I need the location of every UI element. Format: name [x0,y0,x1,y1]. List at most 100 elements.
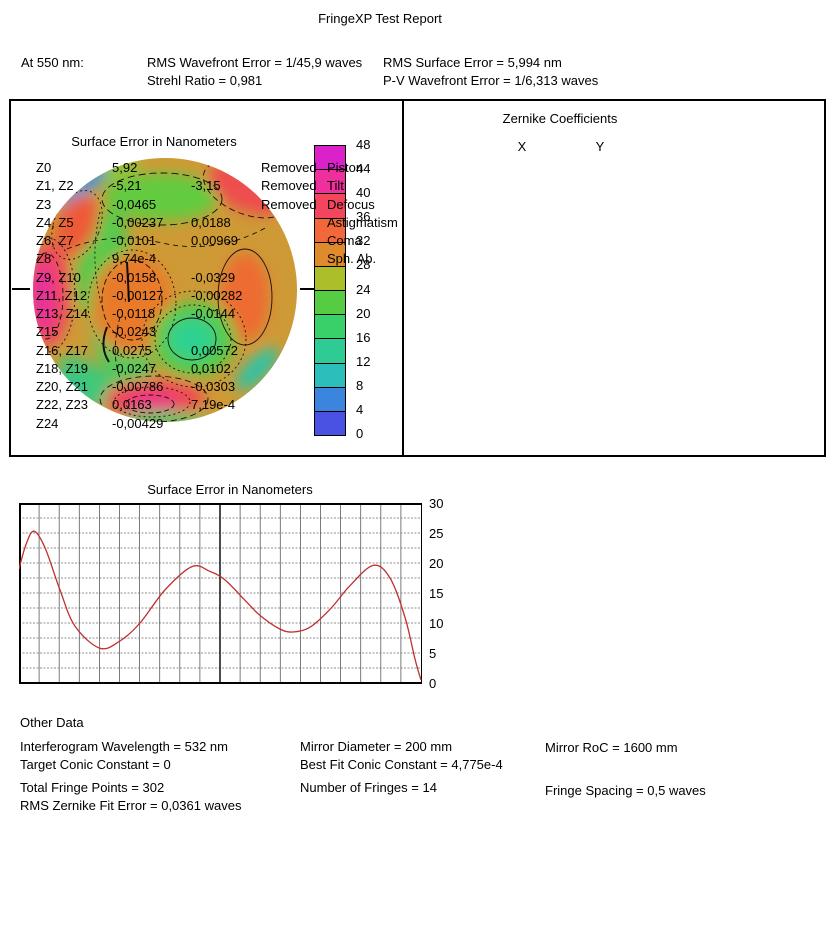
zernike-label-cell: Z8 [36,251,52,267]
rms-zernike-fit-error: RMS Zernike Fit Error = 0,0361 waves [20,798,242,813]
surface-error-map [33,158,297,422]
zernike-label-cell: Z13, Z14 [36,306,89,321]
zernike-label-cell: Z4, Z5 [36,214,74,230]
zernike-label-cell: Z1, Z2 [36,178,74,194]
zernike-removed-cell: Removed [261,178,317,194]
total-fringe-points: Total Fringe Points = 302 [20,780,165,795]
zernike-label-cell: Z16, Z17 [36,342,89,358]
zernike-y-cell: 0,0188 [191,214,231,230]
zernike-y-cell: -3,15 [191,178,221,194]
profile-chart-y-tick: 0 [429,676,437,691]
rms-surface-error: RMS Surface Error = 5,994 nm [383,55,562,70]
zernike-name-cell: Tilt [327,178,344,194]
colorbar-tick-label: 24 [356,281,371,297]
zernike-removed-cell: Removed [261,196,317,212]
colorbar-tick-label: 32 [356,233,371,249]
colorbar-segment [315,146,345,170]
zernike-col-y: Y [595,139,605,154]
mirror-diameter: Mirror Diameter = 200 mm [300,739,453,754]
zernike-y-cell: 0,00969 [191,233,238,248]
wavelength-label: At 550 nm: [21,55,84,70]
zernike-name-cell: Piston [327,160,364,175]
zernike-x-cell: 9,74e-4 [112,251,157,267]
zernike-y-cell: -0,0144 [191,306,236,321]
zernike-x-cell: 5,92 [112,160,138,175]
colorbar-segment [315,241,345,266]
zernike-label-cell: Z18, Z19 [36,360,89,376]
colorbar-segment [315,386,345,411]
zernike-y-cell: -0,00282 [191,287,243,303]
zernike-y-cell: -0,0329 [191,269,236,285]
colorbar-tick-label: 44 [356,161,371,177]
profile-chart-title: Surface Error in Nanometers [147,482,313,497]
colorbar-tick-label: 16 [356,329,371,345]
zernike-label-cell: Z11, Z12 [36,287,88,303]
zernike-label-cell: Z24 [36,415,59,431]
zernike-label-cell: Z0 [36,160,52,175]
zernike-col-x: X [517,139,527,154]
zernike-x-cell: -0,0243 [112,324,157,340]
other-data-heading: Other Data [20,715,84,730]
colorbar-tick-label: 20 [356,305,371,321]
best-fit-conic-constant: Best Fit Conic Constant = 4,775e-4 [300,757,503,772]
surface-map-title: Surface Error in Nanometers [71,134,237,149]
colorbar-tick-label: 40 [356,185,371,201]
zernike-name-cell: Astigmatism [327,214,398,230]
colorbar-segment [315,265,345,291]
colorbar-tick-label: 8 [356,377,364,393]
profile-chart-y-tick: 5 [429,646,437,661]
colorbar-tick-label: 0 [356,426,364,441]
profile-chart-y-tick: 30 [429,496,444,511]
zernike-label-cell: Z22, Z23 [36,397,89,413]
zernike-removed-cell: Removed [261,160,317,175]
zernike-y-cell: 0,0102 [191,360,231,376]
zernike-x-cell: -0,00127 [112,287,164,303]
interferogram-wavelength: Interferogram Wavelength = 532 nm [20,739,228,754]
panel-divider [402,101,404,455]
profile-chart-y-tick: 25 [429,526,444,541]
pv-wavefront-error: P-V Wavefront Error = 1/6,313 waves [383,73,599,88]
colorbar-segment [315,290,345,315]
zernike-label-cell: Z6, Z7 [36,233,74,248]
profile-chart-y-tick: 10 [429,616,444,631]
zernike-label-cell: Z3 [36,196,52,212]
profile-chart-y-tick: 20 [429,556,444,571]
colorbar-tick-label: 36 [356,209,371,225]
zernike-x-cell: -5,21 [112,178,142,194]
zernike-x-cell: -0,0465 [112,196,157,212]
number-of-fringes: Number of Fringes = 14 [300,780,437,795]
colorbar-segment [315,217,345,242]
zernike-name-cell: Sph. Ab. [327,251,377,267]
right-axis-dash [300,288,318,290]
zernike-name-cell: Defocus [327,196,375,212]
colorbar-segment [315,193,345,218]
mirror-roc: Mirror RoC = 1600 mm [545,740,678,755]
zernike-x-cell: -0,0118 [112,306,156,321]
target-conic-constant: Target Conic Constant = 0 [20,757,171,772]
colorbar-tick-label: 28 [356,257,371,273]
zernike-x-cell: -0,0247 [112,360,157,376]
colorbar-tick-label: 12 [356,353,371,369]
rms-wavefront-error: RMS Wavefront Error = 1/45,9 waves [147,55,363,70]
colorbar-segment [315,338,345,363]
colorbar-tick-label: 4 [356,401,364,417]
zernike-y-cell: -0,0303 [191,379,236,394]
report-panel: Surface Error in Nanometers [9,99,826,457]
zernike-x-cell: -0,0158 [112,269,157,285]
fringe-spacing: Fringe Spacing = 0,5 waves [545,783,706,798]
surface-error-curve [19,530,422,681]
colorbar-segment [315,169,345,194]
zernike-y-cell: 0,00572 [191,342,238,358]
zernike-x-cell: -0,00237 [112,214,164,230]
surface-error-profile-chart [19,503,422,684]
zernike-label-cell: Z9, Z10 [36,269,81,285]
zernike-x-cell: -0,00786 [112,379,164,394]
report-title: FringeXP Test Report [318,11,442,26]
colorbar-segment [315,314,345,339]
zernike-y-cell: 7,19e-4 [191,397,236,413]
zernike-label-cell: Z20, Z21 [36,379,89,394]
zernike-x-cell: -0,00429 [112,415,164,431]
strehl-ratio: Strehl Ratio = 0,981 [147,73,263,88]
zernike-label-cell: Z15 [36,324,59,340]
